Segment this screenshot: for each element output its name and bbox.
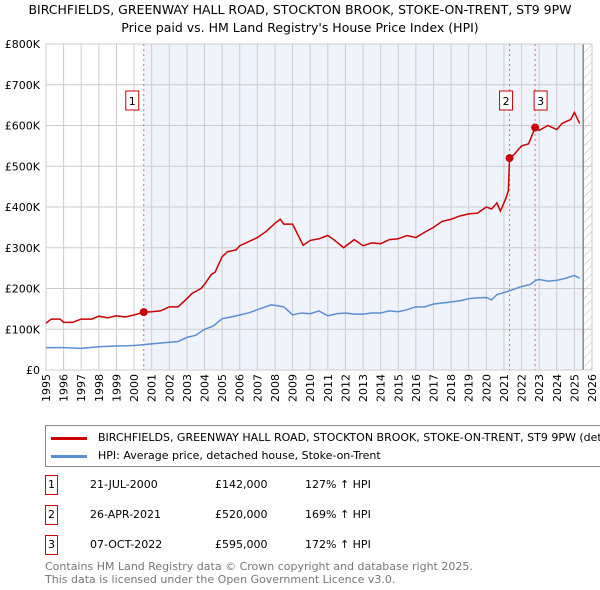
legend-hpi-label: HPI: Average price, detached house, Stok… bbox=[98, 449, 381, 462]
legend-property-label: BIRCHFIELDS, GREENWAY HALL ROAD, STOCKTO… bbox=[98, 431, 600, 444]
x-tick-label: 1996 bbox=[58, 374, 71, 402]
sale-hpi: 169% ↑ HPI bbox=[305, 508, 371, 521]
sale-date: 26-APR-2021 bbox=[90, 508, 162, 521]
x-tick-label: 2004 bbox=[199, 374, 212, 402]
chart-subtitle: Price paid vs. HM Land Registry's House … bbox=[121, 20, 479, 35]
x-tick-label: 2008 bbox=[269, 374, 282, 402]
x-tick-label: 2012 bbox=[339, 374, 352, 402]
y-tick-label: £600K bbox=[5, 120, 41, 133]
x-tick-label: 2002 bbox=[163, 374, 176, 402]
x-tick-label: 2016 bbox=[410, 374, 423, 402]
chart-title: BIRCHFIELDS, GREENWAY HALL ROAD, STOCKTO… bbox=[28, 2, 572, 17]
sale-number-box: 3 bbox=[45, 535, 58, 555]
x-tick-label: 2019 bbox=[463, 374, 476, 402]
x-tick-label: 1995 bbox=[40, 374, 53, 402]
sale-label-2: 2 bbox=[503, 95, 510, 108]
x-tick-label: 2025 bbox=[568, 374, 581, 402]
footer-line1: Contains HM Land Registry data © Crown c… bbox=[45, 560, 473, 573]
y-tick-label: £100K bbox=[5, 323, 41, 336]
y-tick-label: £700K bbox=[5, 79, 41, 92]
sale-price: £142,000 bbox=[215, 478, 268, 491]
sale-price: £595,000 bbox=[215, 538, 268, 551]
line-chart: 1995 1996 1997 1998 1999 2000 2001 2002 2003 2004… bbox=[5, 38, 599, 402]
x-tick-label: 2011 bbox=[322, 374, 335, 402]
x-tick-label: 1999 bbox=[110, 374, 123, 402]
x-tick-label: 1998 bbox=[93, 374, 106, 402]
legend-property-swatch bbox=[51, 437, 87, 440]
sale-number-box: 1 bbox=[45, 475, 58, 495]
sale-hpi: 172% ↑ HPI bbox=[305, 538, 371, 551]
legend: BIRCHFIELDS, GREENWAY HALL ROAD, STOCKTO… bbox=[45, 425, 600, 467]
footer-line2: This data is licensed under the Open Gov… bbox=[45, 573, 396, 586]
x-tick-label: 2010 bbox=[304, 374, 317, 402]
series-line bbox=[46, 274, 581, 350]
x-tick-label: 2013 bbox=[357, 374, 370, 402]
sale-label-1: 1 bbox=[129, 95, 136, 108]
x-tick-label: 2023 bbox=[533, 374, 546, 402]
x-tick-label: 2022 bbox=[516, 374, 529, 402]
y-tick-label: £800K bbox=[5, 38, 41, 51]
x-tick-label: 2000 bbox=[128, 374, 141, 402]
legend-hpi-swatch bbox=[51, 455, 87, 458]
x-tick-label: 2006 bbox=[234, 374, 247, 402]
x-tick-label: 2005 bbox=[216, 374, 229, 402]
sale-label-box bbox=[533, 90, 548, 111]
sale-date: 21-JUL-2000 bbox=[90, 478, 158, 491]
x-tick-label: 2018 bbox=[445, 374, 458, 402]
sale-number-box: 2 bbox=[45, 505, 58, 525]
x-tick-label: 2003 bbox=[181, 374, 194, 402]
sale-date: 07-OCT-2022 bbox=[90, 538, 163, 551]
sale-hpi: 127% ↑ HPI bbox=[305, 478, 371, 491]
sale-point bbox=[139, 308, 148, 317]
x-tick-label: 2024 bbox=[551, 374, 564, 402]
footer: Contains HM Land Registry data © Crown c… bbox=[45, 560, 473, 586]
y-tick-label: £0 bbox=[26, 364, 40, 377]
x-tick-label: 2020 bbox=[480, 374, 493, 402]
y-tick-label: £300K bbox=[5, 242, 41, 255]
x-tick-label: 2017 bbox=[427, 374, 440, 402]
x-tick-label: 2014 bbox=[375, 374, 388, 402]
sale-label-3: 3 bbox=[537, 95, 544, 108]
sale-label-box bbox=[125, 90, 140, 111]
sale-label-box bbox=[499, 90, 514, 111]
x-tick-label: 2001 bbox=[146, 374, 159, 402]
x-tick-label: 2021 bbox=[498, 374, 511, 402]
plot-border bbox=[45, 43, 593, 371]
x-tick-label: 1997 bbox=[75, 374, 88, 402]
sale-price: £520,000 bbox=[215, 508, 268, 521]
x-tick-label: 2009 bbox=[287, 374, 300, 402]
x-tick-label: 2015 bbox=[392, 374, 405, 402]
y-tick-label: £200K bbox=[5, 283, 41, 296]
y-tick-label: £400K bbox=[5, 201, 41, 214]
sale-point bbox=[531, 123, 540, 132]
x-tick-label: 2026 bbox=[586, 374, 599, 402]
x-tick-label: 2007 bbox=[251, 374, 264, 402]
y-tick-label: £500K bbox=[5, 160, 41, 173]
sale-point bbox=[505, 154, 514, 163]
